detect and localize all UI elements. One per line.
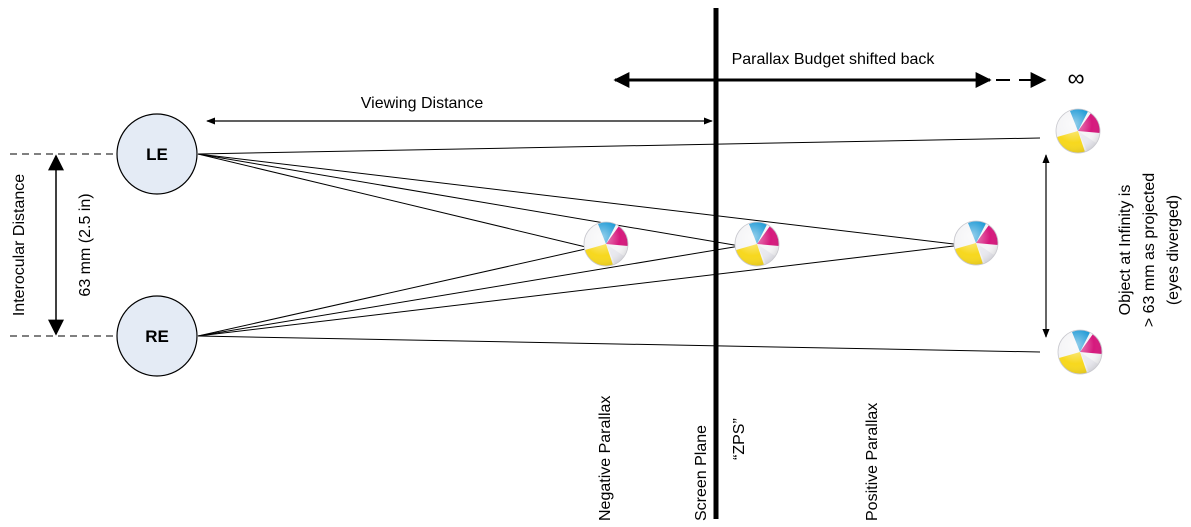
viewing-distance-label: Viewing Distance xyxy=(361,95,484,112)
interocular-distance-label: Interocular Distance xyxy=(11,174,28,316)
parallax-budget-label: Parallax Budget shifted back xyxy=(732,51,936,68)
infinity-note-line-1: Object at Infinity is xyxy=(1117,185,1134,316)
left-eye-label: LE xyxy=(146,145,168,164)
right-eye: RE xyxy=(116,295,198,377)
beach-ball-icon xyxy=(1055,108,1101,154)
positive-parallax-label: Positive Parallax xyxy=(864,403,881,521)
screen-plane-label: Screen Plane xyxy=(693,425,710,521)
right-eye-label: RE xyxy=(145,327,169,346)
infinity-symbol: ∞ xyxy=(1067,65,1084,92)
beach-ball-icon xyxy=(1057,329,1103,375)
infinity-note-line-2: > 63 mm as projected xyxy=(1141,173,1158,327)
beach-ball-icon xyxy=(953,220,999,266)
left-eye: LE xyxy=(116,113,198,195)
zps-label: “ZPS” xyxy=(731,418,748,460)
interocular-value-label: 63 mm (2.5 in) xyxy=(77,193,94,296)
beach-ball-icon xyxy=(583,221,629,267)
negative-parallax-label: Negative Parallax xyxy=(597,396,614,521)
sight-lines xyxy=(197,137,1041,353)
beach-ball-icon xyxy=(734,221,780,267)
interocular-guides xyxy=(10,153,120,337)
infinity-note-line-3: (eyes diverged) xyxy=(1165,195,1182,305)
